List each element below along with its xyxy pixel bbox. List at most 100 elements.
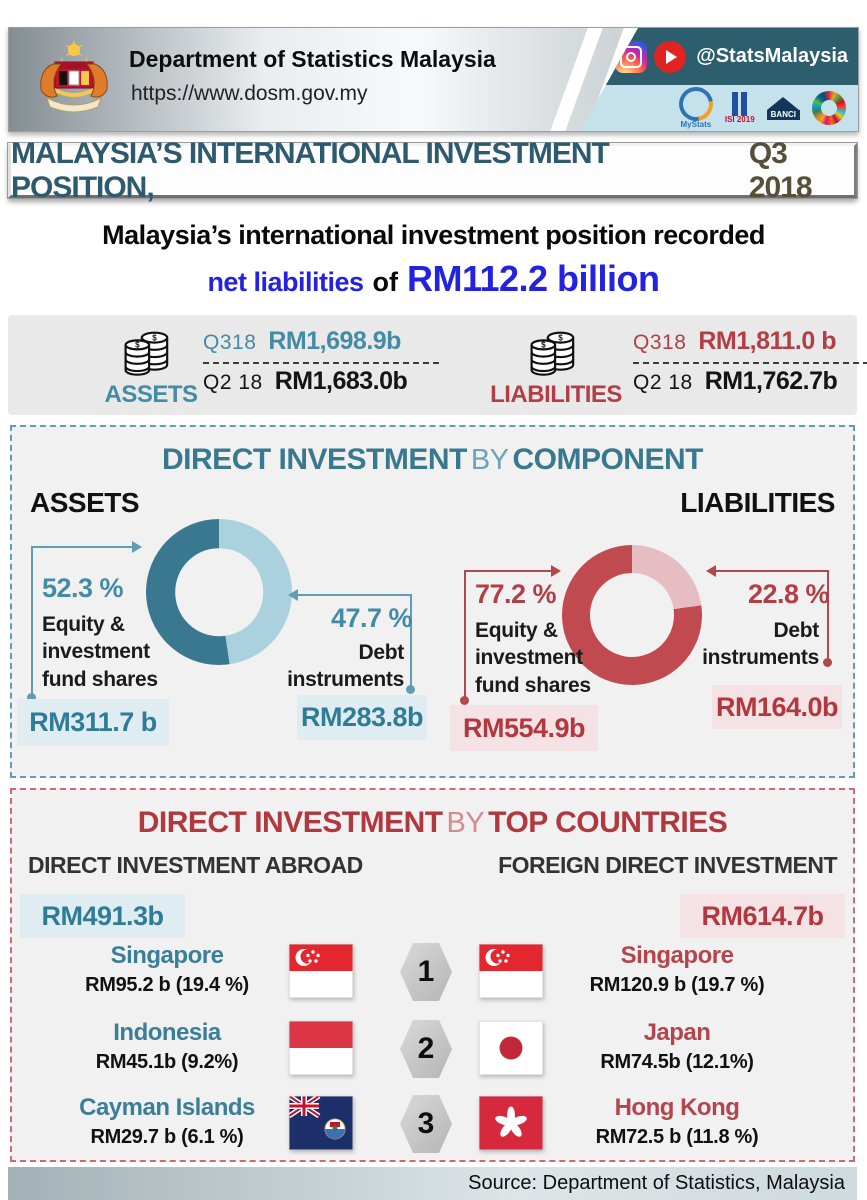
- divider-dashed: [203, 362, 439, 364]
- facebook-icon[interactable]: f: [537, 41, 569, 73]
- org-name: Department of Statistics Malaysia: [129, 46, 496, 72]
- footer-bar: Source: Department of Statistics, Malays…: [8, 1167, 857, 1200]
- coins-icon: $ $: [530, 331, 575, 376]
- fdi-country-2: Japan RM74.5b (12.1%): [600, 1019, 754, 1073]
- dia-total-badge: RM491.3b: [20, 894, 185, 938]
- assets-summary-values: Q318 RM1,698.9b Q2 18 RM1,683.0b: [203, 327, 453, 401]
- liabilities-equity-name: Equity & investment fund shares: [475, 619, 591, 697]
- liabilities-current-value: RM1,811.0 b: [698, 327, 837, 355]
- page-title-quarter: Q3 2018: [748, 136, 813, 204]
- country-row: Indonesia RM45.1b (9.2%) 2 Japan RM74.5b…: [12, 1011, 853, 1087]
- callout-dot: [460, 696, 469, 705]
- fdi-country-3: Hong Kong RM72.5 b (11.8 %): [595, 1094, 759, 1148]
- callout-line: [31, 546, 33, 696]
- liabilities-previous-period: Q2 18: [633, 371, 693, 394]
- callout-line: [298, 594, 412, 596]
- callout-arrow: [288, 589, 298, 601]
- divider-dashed: [633, 362, 867, 364]
- assets-current-value: RM1,698.9b: [268, 327, 401, 355]
- banci-malaysia-logo-icon: BANCI: [766, 96, 800, 120]
- headline-line1: Malaysia’s international investment posi…: [102, 220, 765, 250]
- assets-debt-pct: 47.7 %: [330, 603, 413, 633]
- indonesia-flag-icon: [289, 1021, 353, 1075]
- dia-country-1: Singapore RM95.2 b (19.4 %): [85, 942, 249, 996]
- callout-arrow: [706, 565, 716, 577]
- headline-line2: net liabilities of RM112.2 billion: [0, 258, 867, 300]
- coins-icon: $ $: [124, 331, 169, 376]
- liabilities-debt-name: Debt instruments: [702, 619, 819, 670]
- singapore-flag-icon: [289, 944, 353, 998]
- rank-badge: 2: [400, 1020, 452, 1078]
- component-liabilities-label: LIABILITIES: [680, 487, 835, 518]
- liabilities-current-period: Q318: [633, 331, 687, 354]
- header-banner: Department of Statistics Malaysia https:…: [8, 27, 859, 132]
- svg-text:$: $: [135, 341, 140, 350]
- svg-text:$: $: [152, 333, 157, 342]
- youtube-icon[interactable]: [654, 40, 687, 73]
- assets-donut-chart: [146, 519, 292, 665]
- fdi-label: FOREIGN DIRECT INVESTMENT: [498, 852, 837, 878]
- liabilities-equity-pct: 77.2 %: [475, 579, 557, 609]
- callout-line: [31, 546, 133, 548]
- assets-summary-label: ASSETS: [104, 381, 198, 408]
- social-handle: @StatsMalaysia: [696, 45, 848, 67]
- callout-line: [464, 570, 552, 572]
- mystats-logo-icon: MyStats: [672, 80, 720, 129]
- callout-dot: [406, 685, 415, 694]
- malaysia-coat-of-arms-icon: [40, 40, 108, 113]
- countries-section: DIRECT INVESTMENT BY TOP COUNTRIES DIREC…: [10, 788, 855, 1162]
- svg-text:$: $: [541, 341, 546, 350]
- assets-previous-period: Q2 18: [203, 371, 263, 394]
- callout-arrow: [551, 565, 561, 577]
- isi-2019-logo-icon: ISI 2019: [725, 92, 755, 124]
- net-liabilities-value: RM112.2 billion: [406, 258, 660, 299]
- callout-line: [464, 570, 466, 700]
- dia-country-2: Indonesia RM45.1b (9.2%): [95, 1019, 239, 1073]
- svg-text:$: $: [558, 333, 563, 342]
- net-liabilities-text: net liabilities: [207, 267, 364, 297]
- assets-debt-name: Debt instruments: [287, 641, 404, 692]
- callout-line: [827, 570, 829, 662]
- partner-logos-bar: MyStats ISI 2019 BANCI: [580, 80, 858, 131]
- iip-summary-band: $ $ ASSETS Q318 RM1,698.9b Q2 18 RM1,683…: [8, 315, 867, 415]
- org-url-link[interactable]: https://www.dosm.gov.my: [131, 82, 368, 105]
- page-title: MALAYSIA’S INTERNATIONAL INVESTMENT POSI…: [11, 136, 610, 204]
- countries-section-title: DIRECT INVESTMENT BY TOP COUNTRIES: [137, 806, 728, 839]
- cayman-islands-flag-icon: [289, 1096, 353, 1150]
- assets-equity-pct: 52.3 %: [42, 573, 124, 603]
- callout-dot: [823, 658, 832, 667]
- assets-current-period: Q318: [203, 331, 257, 354]
- callout-arrow: [132, 541, 142, 553]
- of-text: of: [372, 267, 398, 297]
- liabilities-equity-value-badge: RM554.9b: [450, 705, 598, 751]
- assets-debt-value-badge: RM283.8b: [297, 695, 427, 740]
- assets-previous-value: RM1,683.0b: [274, 367, 408, 395]
- liabilities-donut-chart: [562, 545, 702, 685]
- component-section: DIRECT INVESTMENT BY COMPONENT ASSETS LI…: [10, 425, 855, 778]
- callout-line: [410, 594, 412, 689]
- assets-equity-value-badge: RM311.7 b: [17, 699, 169, 746]
- liabilities-previous-value: RM1,762.7b: [704, 367, 838, 395]
- fdi-country-1: Singapore RM120.9 b (19.7 %): [589, 942, 765, 996]
- source-note: Source: Department of Statistics, Malays…: [468, 1172, 845, 1194]
- japan-flag-icon: [479, 1021, 543, 1075]
- hong-kong-flag-icon: [479, 1096, 543, 1150]
- liabilities-summary-values: Q318 RM1,811.0 b Q2 18 RM1,762.7b: [633, 327, 867, 401]
- liabilities-summary-label: LIABILITIES: [490, 381, 622, 408]
- dia-label: DIRECT INVESTMENT ABROAD: [28, 852, 363, 878]
- liabilities-debt-value-badge: RM164.0b: [712, 685, 842, 729]
- singapore-flag-icon: [479, 944, 543, 998]
- country-row: Cayman Islands RM29.7 b (6.1 %) 3 Hong K…: [12, 1086, 853, 1162]
- callout-dot: [27, 693, 36, 702]
- component-section-title: DIRECT INVESTMENT BY COMPONENT: [162, 443, 703, 476]
- callout-line: [716, 570, 829, 572]
- liabilities-debt-pct: 22.8 %: [747, 579, 830, 609]
- country-row: Singapore RM95.2 b (19.4 %) 1 Singapore …: [12, 934, 853, 1010]
- assets-equity-name: Equity & investment fund shares: [42, 613, 158, 691]
- component-assets-label: ASSETS: [30, 487, 140, 518]
- rank-badge: 1: [400, 943, 452, 1001]
- title-bar: MALAYSIA’S INTERNATIONAL INVESTMENT POSI…: [8, 137, 857, 204]
- rank-badge: 3: [400, 1095, 452, 1153]
- dia-country-3: Cayman Islands RM29.7 b (6.1 %): [79, 1094, 255, 1148]
